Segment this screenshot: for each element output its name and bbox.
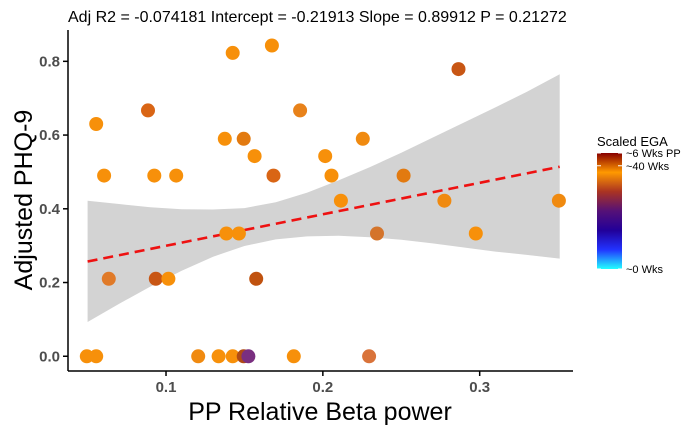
y-axis-title: Adjusted PHQ-9 <box>10 110 38 291</box>
data-point <box>293 103 308 118</box>
data-point <box>451 62 466 77</box>
regression-line <box>87 165 560 263</box>
data-point <box>396 168 411 183</box>
y-tick-label: 0.6 <box>39 127 60 144</box>
y-tick-label: 0.0 <box>39 348 60 365</box>
x-tick-label: 0.2 <box>312 379 333 396</box>
data-point <box>231 226 246 241</box>
data-point <box>217 131 232 146</box>
data-point <box>266 168 281 183</box>
data-point <box>225 45 240 60</box>
data-point <box>89 117 104 131</box>
data-point <box>191 349 206 364</box>
y-tick-label: 0.2 <box>39 275 60 292</box>
data-point <box>468 226 483 241</box>
y-tick-label: 0.8 <box>39 53 60 70</box>
data-point <box>241 349 256 364</box>
data-point <box>211 349 226 364</box>
data-point <box>141 103 155 118</box>
data-point <box>551 193 566 208</box>
data-point <box>318 149 333 164</box>
data-point <box>264 38 279 53</box>
x-tick-label: 0.3 <box>469 379 490 396</box>
data-point <box>324 168 339 183</box>
color-legend: Scaled EGA ~6 Wks PP~40 Wks ~0 Wks <box>597 134 681 276</box>
legend-label: ~0 Wks <box>626 264 663 276</box>
data-point <box>333 193 348 208</box>
data-point <box>236 131 251 146</box>
confidence-band <box>87 74 560 322</box>
legend-title: Scaled EGA <box>597 134 668 149</box>
data-point <box>161 271 176 286</box>
data-point <box>286 349 301 364</box>
regression-line-layer <box>87 165 560 263</box>
data-point <box>219 226 234 241</box>
data-point <box>148 271 163 286</box>
data-point <box>89 349 104 364</box>
y-tick-label: 0.4 <box>39 201 61 218</box>
data-point <box>370 226 384 241</box>
chart-title: Adj R2 = -0.074181 Intercept = -0.21913 … <box>68 9 567 26</box>
x-axis-ticks: 0.1 0.2 0.3 <box>156 371 490 396</box>
legend-ticks: ~6 Wks PP~40 Wks ~0 Wks <box>597 148 681 276</box>
data-point <box>147 168 162 183</box>
legend-label: ~40 Wks <box>626 161 670 173</box>
legend-color-bar <box>597 153 622 269</box>
data-point <box>249 271 264 286</box>
confidence-band-layer <box>87 74 560 322</box>
data-point <box>225 349 240 364</box>
x-tick-label: 0.1 <box>156 379 177 396</box>
data-point <box>169 168 184 183</box>
data-point <box>362 349 377 364</box>
data-point <box>97 168 112 183</box>
data-point <box>355 131 370 146</box>
data-point <box>437 193 452 208</box>
data-point <box>101 271 116 286</box>
legend-label: ~6 Wks PP <box>626 148 681 160</box>
data-points <box>79 38 566 364</box>
y-axis-ticks: 0.0 0.2 0.4 0.6 0.8 <box>39 53 68 365</box>
data-point <box>247 149 262 164</box>
x-axis-title: PP Relative Beta power <box>188 398 452 426</box>
